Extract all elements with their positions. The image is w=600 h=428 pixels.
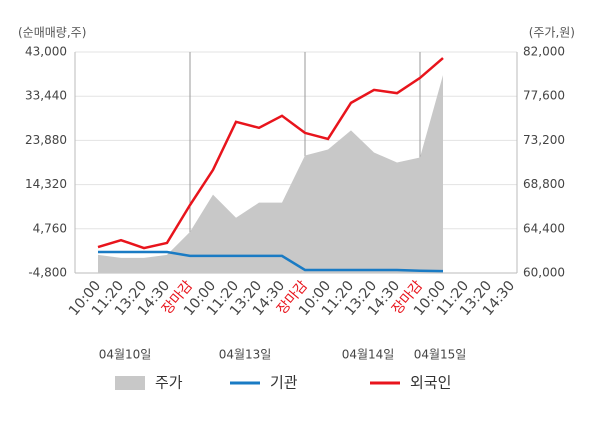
y-tick-label: -4,800 <box>28 266 67 280</box>
y-tick-label: 4,760 <box>33 221 67 235</box>
date-label: 04월13일 <box>219 348 272 362</box>
price-area <box>98 75 443 273</box>
y2-tick-label: 82,000 <box>523 45 565 59</box>
legend-label: 외국인 <box>410 374 451 392</box>
y2-tick-label: 73,200 <box>523 133 565 147</box>
legend-label: 주가 <box>155 374 183 392</box>
y-tick-label: 43,000 <box>25 45 67 59</box>
y2-tick-label: 77,600 <box>523 89 565 103</box>
legend-label: 기관 <box>270 374 298 392</box>
y2-tick-label: 68,800 <box>523 177 565 191</box>
y2-tick-label: 64,400 <box>523 221 565 235</box>
date-label: 04월14일 <box>342 348 395 362</box>
date-label: 04월10일 <box>99 348 152 362</box>
y-tick-label: 23,880 <box>25 133 67 147</box>
y-tick-label: 14,320 <box>25 177 67 191</box>
y-tick-label: 33,440 <box>25 89 67 103</box>
legend-swatch <box>115 376 145 390</box>
y2-tick-label: 60,000 <box>523 266 565 280</box>
series-line <box>97 57 444 250</box>
series-line <box>98 250 444 273</box>
date-label: 04월15일 <box>414 348 467 362</box>
y2-axis-label: (주가,원) <box>529 26 575 40</box>
y-axis-label: (순매매량,주) <box>18 26 86 40</box>
